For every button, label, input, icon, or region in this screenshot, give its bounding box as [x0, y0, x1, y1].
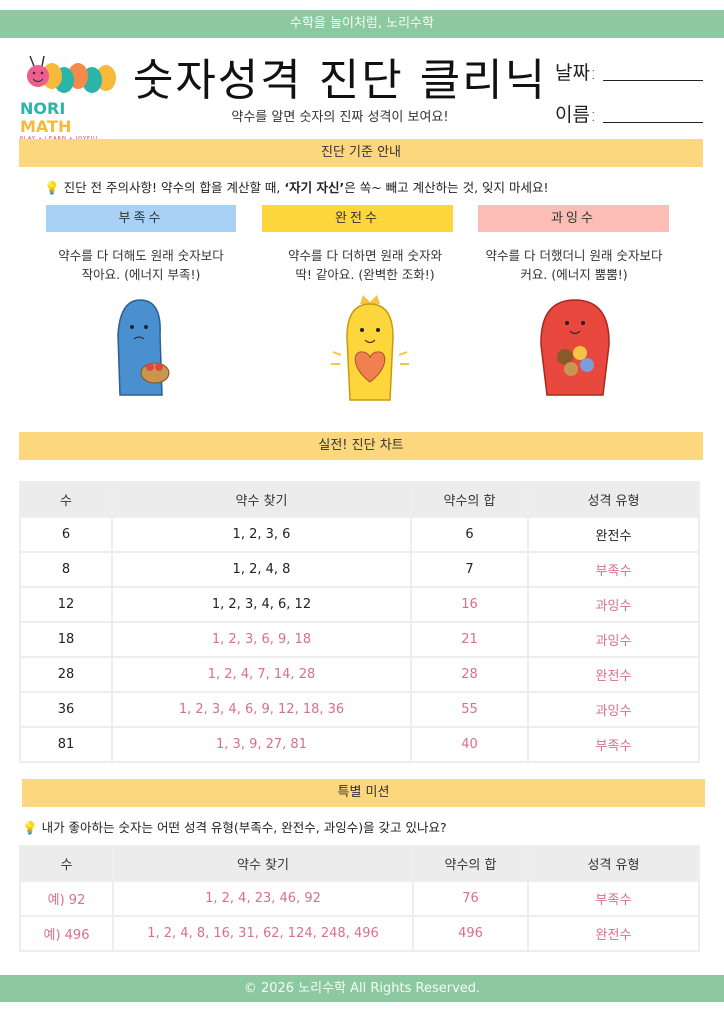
- cell-divisors: 1, 2, 4, 8: [111, 551, 412, 588]
- cell-divisors: 1, 2, 4, 23, 46, 92: [112, 880, 414, 917]
- table-row: 36 1, 2, 3, 4, 6, 9, 12, 18, 36 55 과잉수: [19, 691, 700, 728]
- cell-divisors: 1, 2, 3, 4, 6, 9, 12, 18, 36: [111, 691, 412, 728]
- page-title: 숫자성격 진단 클리닉: [132, 55, 548, 106]
- table-row: 12 1, 2, 3, 4, 6, 12 16 과잉수: [19, 586, 700, 623]
- desc-line: 약수를 다 더했더니 원래 숫자보다: [485, 248, 663, 263]
- header-sum: 약수의 합: [410, 481, 529, 518]
- section-mission: 특별 미션: [22, 779, 705, 807]
- cell-number: 예) 92: [19, 880, 114, 917]
- desc-line: 약수를 다 더하면 원래 숫자와: [288, 248, 442, 263]
- cell-number: 12: [19, 586, 113, 623]
- header-number: 수: [19, 845, 114, 882]
- cell-type: 완전수: [527, 656, 700, 693]
- cell-divisors: 1, 2, 4, 7, 14, 28: [111, 656, 412, 693]
- cell-sum: 7: [410, 551, 529, 588]
- cell-number: 예) 496: [19, 915, 114, 952]
- lightbulb-icon: 💡: [44, 180, 60, 195]
- cell-type: 부족수: [527, 880, 700, 917]
- type-perfect-label: 완전수: [262, 205, 453, 232]
- desc-line: 딱! 같아요. (완벽한 조화!): [295, 267, 435, 282]
- cell-number: 18: [19, 621, 113, 658]
- abundant-character-icon: [540, 299, 610, 396]
- cell-sum: 55: [410, 691, 529, 728]
- logo: NORI MATH PLAY • LEARN • JOYFUL: [20, 52, 120, 142]
- type-abundant-label: 과잉수: [478, 205, 669, 232]
- deficient-character-icon: [117, 299, 170, 396]
- date-field[interactable]: [603, 80, 703, 81]
- table-header-row: 수 약수 찾기 약수의 합 성격 유형: [19, 481, 700, 518]
- cell-sum: 6: [410, 516, 529, 553]
- name-field[interactable]: [603, 122, 703, 123]
- cell-type: 과잉수: [527, 586, 700, 623]
- tip-caution: 💡 진단 전 주의사항! 약수의 합을 계산할 때, ‘자기 자신’은 쏙~ 빼…: [44, 177, 549, 196]
- cell-type: 부족수: [527, 551, 700, 588]
- desc-line: 약수를 다 더해도 원래 숫자보다: [58, 248, 224, 263]
- cell-type: 과잉수: [527, 621, 700, 658]
- cell-divisors: 1, 2, 3, 6, 9, 18: [111, 621, 412, 658]
- section-chart: 실전! 진단 차트: [19, 432, 703, 460]
- header-type: 성격 유형: [527, 845, 700, 882]
- tip-text: 내가 좋아하는 숫자는 어떤 성격 유형(부족수, 완전수, 과잉수)을 갖고 …: [41, 820, 447, 835]
- cell-divisors: 1, 2, 4, 8, 16, 31, 62, 124, 248, 496: [112, 915, 414, 952]
- mission-table: 수 약수 찾기 약수의 합 성격 유형 예) 92 1, 2, 4, 23, 46…: [19, 845, 700, 952]
- perfect-character-icon: [331, 295, 409, 401]
- cell-sum: 496: [412, 915, 529, 952]
- cell-type: 완전수: [527, 915, 700, 952]
- cell-number: 81: [19, 726, 113, 763]
- desc-line: 커요. (에너지 뿜뿜!): [520, 267, 628, 282]
- date-label: 날짜:: [555, 62, 597, 84]
- type-deficient-label: 부족수: [46, 205, 236, 232]
- subtitle: 약수를 알면 숫자의 진짜 성격이 보여요!: [231, 110, 449, 125]
- header-number: 수: [19, 481, 113, 518]
- table-row: 81 1, 3, 9, 27, 81 40 부족수: [19, 726, 700, 763]
- cell-number: 6: [19, 516, 113, 553]
- cell-number: 28: [19, 656, 113, 693]
- logo-text: NORI MATH: [20, 99, 72, 136]
- tip-text-end: 은 쏙~ 빼고 계산하는 것, 잊지 마세요!: [344, 180, 549, 195]
- table-row: 28 1, 2, 4, 7, 14, 28 28 완전수: [19, 656, 700, 693]
- cell-sum: 21: [410, 621, 529, 658]
- table-row: 예) 92 1, 2, 4, 23, 46, 92 76 부족수: [19, 880, 700, 917]
- desc-line: 작아요. (에너지 부족!): [81, 267, 201, 282]
- cell-sum: 16: [410, 586, 529, 623]
- section-criteria: 진단 기준 안내: [19, 139, 703, 167]
- cell-number: 36: [19, 691, 113, 728]
- top-banner: 수학을 놀이처럼, 노리수학: [0, 10, 724, 38]
- cell-sum: 28: [410, 656, 529, 693]
- footer: © 2026 노리수학 All Rights Reserved.: [0, 975, 724, 1002]
- tip-bold: ‘자기 자신’: [284, 180, 345, 195]
- header-sum: 약수의 합: [412, 845, 529, 882]
- cell-sum: 40: [410, 726, 529, 763]
- table-row: 18 1, 2, 3, 6, 9, 18 21 과잉수: [19, 621, 700, 658]
- cell-number: 8: [19, 551, 113, 588]
- tip-mission: 💡 내가 좋아하는 숫자는 어떤 성격 유형(부족수, 완전수, 과잉수)을 갖…: [22, 817, 447, 836]
- table-header-row: 수 약수 찾기 약수의 합 성격 유형: [19, 845, 700, 882]
- name-label: 이름:: [555, 104, 597, 126]
- header-divisors: 약수 찾기: [112, 845, 414, 882]
- lightbulb-icon: 💡: [22, 820, 38, 835]
- table-row: 예) 496 1, 2, 4, 8, 16, 31, 62, 124, 248, …: [19, 915, 700, 952]
- diagnosis-table: 수 약수 찾기 약수의 합 성격 유형 6 1, 2, 3, 6 6 완전수 8 1, 2…: [19, 481, 700, 763]
- caterpillar-logo-icon: [27, 55, 116, 93]
- cell-divisors: 1, 3, 9, 27, 81: [111, 726, 412, 763]
- table-row: 8 1, 2, 4, 8 7 부족수: [19, 551, 700, 588]
- header-type: 성격 유형: [527, 481, 700, 518]
- tip-text: 진단 전 주의사항! 약수의 합을 계산할 때,: [63, 180, 285, 195]
- table-row: 6 1, 2, 3, 6 6 완전수: [19, 516, 700, 553]
- header-divisors: 약수 찾기: [111, 481, 412, 518]
- cell-type: 완전수: [527, 516, 700, 553]
- cell-divisors: 1, 2, 3, 6: [111, 516, 412, 553]
- cell-sum: 76: [412, 880, 529, 917]
- cell-type: 부족수: [527, 726, 700, 763]
- cell-divisors: 1, 2, 3, 4, 6, 12: [111, 586, 412, 623]
- cell-type: 과잉수: [527, 691, 700, 728]
